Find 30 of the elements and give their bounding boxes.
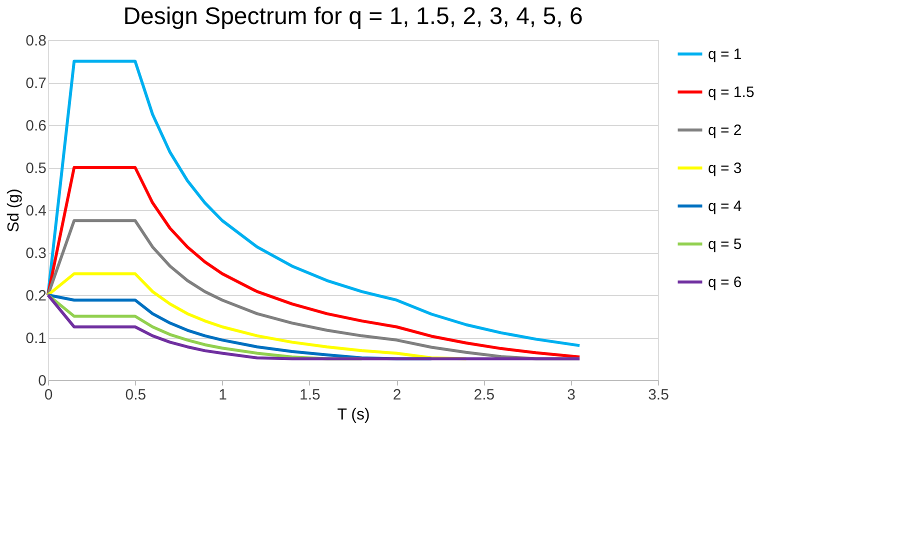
y-tick-label: 0.1: [26, 330, 46, 347]
line-series: [46, 60, 582, 348]
x-tick-label: 3: [567, 386, 576, 404]
x-tick-label: 2: [392, 386, 402, 404]
x-tick-label: 1.5: [300, 386, 320, 404]
legend-label: q = 3: [708, 160, 742, 177]
y-tick-label: 0.6: [26, 118, 46, 134]
x-tick-label: 3.5: [648, 386, 669, 404]
legend-label: q = 1.5: [708, 84, 754, 101]
y-tick-label: 0.3: [26, 245, 46, 262]
legend-label: q = 1: [708, 46, 742, 63]
x-axis-title: T (s): [337, 406, 370, 424]
chart-title: Design Spectrum for q = 1, 1.5, 2, 3, 4, 5, 6: [123, 3, 583, 30]
legend-label: q = 4: [708, 198, 742, 215]
legend-label: q = 6: [708, 274, 742, 291]
y-tick-label: 0.5: [26, 160, 46, 177]
legend-label: q = 2: [708, 122, 742, 139]
y-tick-label: 0.4: [26, 202, 46, 220]
y-tick-label: 0: [38, 372, 46, 390]
legend-label: q = 5: [708, 236, 742, 253]
x-tick-label: 2.5: [474, 386, 495, 404]
line-series: [46, 272, 468, 360]
y-axis-title: Sd (g): [6, 188, 23, 232]
line-series: [46, 294, 582, 360]
x-tick-label: 0.5: [125, 386, 146, 404]
y-tick-label: 0.7: [26, 75, 46, 92]
x-tick-label: 1: [218, 386, 227, 404]
y-tick-label: 0.2: [26, 288, 46, 304]
line-series: [46, 166, 582, 359]
y-tick-label: 0.8: [26, 32, 46, 50]
